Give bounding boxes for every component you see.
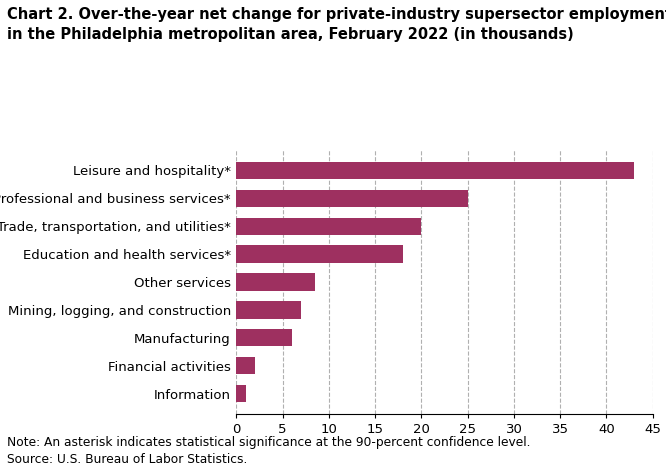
Bar	[236, 218, 422, 235]
Bar	[236, 385, 246, 402]
Text: Note: An asterisk indicates statistical significance at the 90-percent confidenc: Note: An asterisk indicates statistical …	[7, 436, 530, 466]
Bar	[236, 245, 403, 263]
Bar	[236, 162, 634, 179]
Bar	[236, 190, 468, 207]
Bar	[236, 273, 315, 291]
Text: Chart 2. Over-the-year net change for private-industry supersector employment
in: Chart 2. Over-the-year net change for pr…	[7, 7, 666, 42]
Bar	[236, 357, 255, 374]
Bar	[236, 301, 301, 319]
Bar	[236, 329, 292, 346]
